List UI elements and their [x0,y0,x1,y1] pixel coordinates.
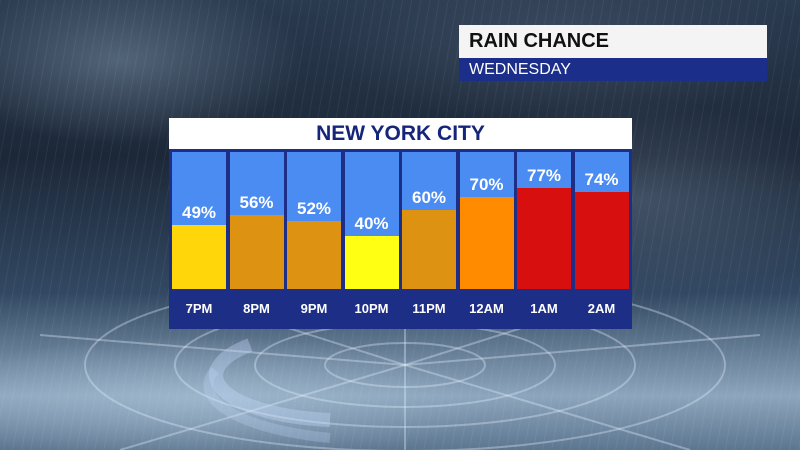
bar [172,224,226,289]
hour-label: 9PM [300,301,328,316]
title-card: RAIN CHANCE WEDNESDAY [459,25,767,81]
bar-value-label: 56% [239,193,274,213]
day-subtitle: WEDNESDAY [459,58,767,81]
bar-value-label: 74% [584,169,619,189]
hour-label: 1AM [530,301,558,316]
rain-chance-chart: 49% 7PM 56% 8PM 52% 9PM 40% 10PM 60% 11PM 70% 12AM 7… [169,149,632,329]
bar-column: 77% [517,152,571,289]
hour-label: 2AM [587,301,616,316]
hour-label: 7PM [185,301,213,316]
bar [287,220,341,289]
bar [459,196,514,289]
bar [517,187,571,289]
hour-label: 10PM [354,301,389,316]
bar [402,210,456,289]
hour-label: 11PM [412,301,446,316]
hour-label: 12AM [469,301,504,316]
bar-column: 56% [229,152,284,289]
graphic-title: RAIN CHANCE [459,25,767,58]
bar-column: 52% [287,152,341,289]
bar-value-label: 70% [469,174,504,194]
hour-label: 8PM [243,301,270,316]
bar [344,236,399,289]
bar-column: 70% [459,152,514,289]
bar-column: 40% [344,152,399,289]
bar-column: 60% [402,152,456,289]
chart-title: NEW YORK CITY [169,118,632,149]
bar-column: 74% [574,152,629,289]
bar [229,215,284,289]
bar-value-label: 49% [181,202,217,222]
bar-value-label: 77% [526,165,562,185]
bar-value-label: 52% [296,198,332,218]
bar [574,191,629,289]
bar-column: 49% [172,152,226,289]
bar-value-label: 60% [411,188,447,208]
bar-value-label: 40% [354,214,389,234]
